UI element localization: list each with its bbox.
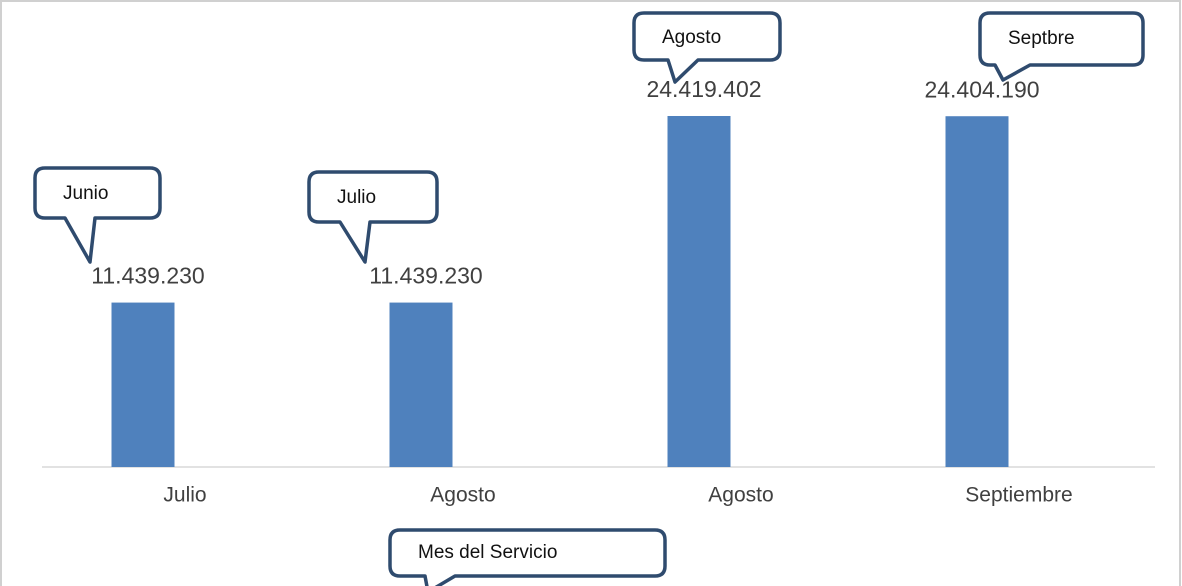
callout-text: Julio <box>337 187 376 208</box>
callout-text: Agosto <box>662 27 721 48</box>
callout <box>632 11 782 84</box>
value-label: 24.419.402 <box>646 76 761 102</box>
callout <box>388 528 667 586</box>
x-tick-label: Agosto <box>708 484 773 507</box>
bar <box>667 116 731 467</box>
callout <box>978 11 1145 82</box>
bar <box>945 116 1009 467</box>
x-tick-label: Agosto <box>430 484 495 507</box>
value-label: 11.439.230 <box>91 263 204 289</box>
x-tick-label: Septiembre <box>965 484 1072 507</box>
bar <box>389 302 453 467</box>
callout <box>33 166 162 264</box>
callout <box>307 170 439 264</box>
bar <box>111 302 175 467</box>
callout-text: Junio <box>63 183 108 204</box>
callout-text: Mes del Servicio <box>418 542 557 563</box>
value-label: 24.404.190 <box>924 76 1039 102</box>
callout-text: Septbre <box>1008 28 1075 49</box>
x-tick-label: Julio <box>163 484 206 507</box>
value-label: 11.439.230 <box>369 263 482 289</box>
